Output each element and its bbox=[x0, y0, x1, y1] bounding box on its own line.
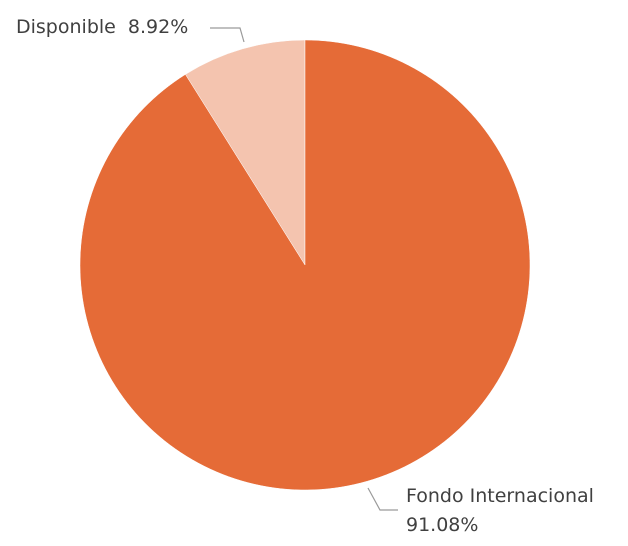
pie-leader-lines bbox=[210, 27, 398, 511]
slice-label-disponible-value: 8.92% bbox=[128, 16, 188, 38]
pie-slice-fondo-internacional bbox=[79, 39, 531, 491]
slice-label-disponible-name: Disponible bbox=[16, 16, 116, 38]
slice-label-fondo-internacional-value: 91.08% bbox=[406, 514, 478, 536]
pie-slices bbox=[79, 39, 531, 491]
leader-line-fondo-internacional bbox=[367, 487, 398, 511]
leader-line-disponible bbox=[210, 27, 245, 43]
pie-slice-disponible bbox=[185, 39, 306, 266]
slice-label-disponible: Disponible 8.92% bbox=[16, 16, 188, 38]
slice-label-fondo-internacional-name: Fondo Internacional bbox=[406, 485, 594, 507]
pie-data-labels: Disponible 8.92% Fondo Internacional 91.… bbox=[16, 16, 594, 536]
